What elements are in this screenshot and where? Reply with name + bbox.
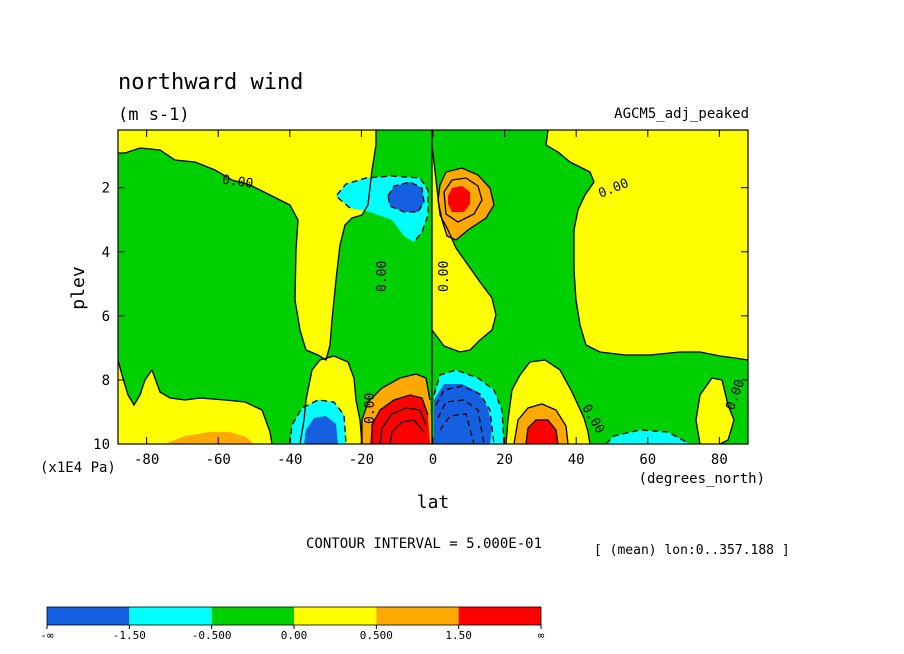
pos-contour-lower-sh-3 <box>379 407 427 444</box>
region-red-lower-sh <box>370 395 430 444</box>
neg-contour-upper-inner <box>387 181 425 213</box>
colorbar-label: -0.500 <box>192 629 232 642</box>
region-yellow-sh-lower <box>118 360 272 444</box>
y-tick-label: 2 <box>102 181 110 197</box>
region-yellow-nh-upper <box>546 130 748 360</box>
zero-contour-center <box>431 144 497 353</box>
pos-contour-upper-inner <box>443 177 483 223</box>
colorbar-swatch <box>211 607 294 625</box>
x-axis-label: lat <box>417 492 450 513</box>
colorbar: -∞ -1.50 -0.500 0.00 0.500 1.50 ∞ <box>40 606 545 642</box>
x-tick-label: -40 <box>277 452 302 468</box>
y-units-label: (x1E4 Pa) <box>40 460 116 476</box>
region-yellow-nh-far-lower <box>696 378 734 444</box>
zero-contour-nh-lower <box>505 359 591 444</box>
colorbar-swatch <box>129 607 212 625</box>
colorbar-label: ∞ <box>538 629 545 642</box>
colorbar-swatch <box>376 607 459 625</box>
contour-label: 0.00 <box>363 393 378 424</box>
neg-contour-lower-nh-2 <box>435 385 495 444</box>
neg-contour-lower-nh <box>433 369 505 444</box>
zero-contour-nh <box>545 130 748 361</box>
mean-label: [ (mean) lon:0..357.188 ] <box>594 543 790 558</box>
region-yellow-sh-upper <box>118 130 376 360</box>
region-blue-upper-sh <box>388 182 424 212</box>
x-tick-label: 40 <box>568 452 585 468</box>
region-yellow-center <box>432 145 496 352</box>
chart-title: northward wind <box>118 70 303 95</box>
pos-contour-lower-sh-4 <box>389 419 425 444</box>
colorbar-label: 1.50 <box>445 629 472 642</box>
x-axis: -80 -60 -40 -20 0 20 40 60 80 <box>134 130 728 468</box>
neg-contour-far-nh <box>605 429 691 444</box>
pos-contour-lower-sh <box>361 373 431 444</box>
colorbar-swatch <box>294 607 377 625</box>
contour-interval-label: CONTOUR INTERVAL = 5.000E-01 <box>306 536 542 552</box>
colorbar-label: -∞ <box>40 629 54 642</box>
colorbar-label: -1.50 <box>113 629 146 642</box>
zero-contour-far-nh <box>695 377 735 444</box>
colorbar-label: 0.500 <box>360 629 393 642</box>
x-tick-label: -60 <box>206 452 231 468</box>
neg-contour-upper <box>335 175 429 243</box>
x-tick-label: 60 <box>639 452 656 468</box>
region-blue-lower-sh <box>304 416 338 444</box>
y-tick-label: 10 <box>93 437 110 453</box>
neg-contour-lower-nh-4 <box>439 413 475 444</box>
contour-field: 0.00 0.00 0.00 0.00 0.00 0.00 0.00 <box>118 130 748 444</box>
colorbar-swatch <box>458 607 541 625</box>
y-tick-label: 6 <box>102 309 110 325</box>
pos-contour-upper <box>437 167 495 241</box>
region-red-upper-nh <box>448 186 470 212</box>
y-axis: 2 4 6 8 10 <box>93 181 748 453</box>
contour-label: 0.00 <box>437 261 452 292</box>
x-tick-label: 0 <box>429 452 437 468</box>
region-red-lower-nh <box>526 420 558 444</box>
pos-contour-lower-nh <box>513 403 569 444</box>
y-axis-label: plev <box>68 266 89 309</box>
zero-contour-sh <box>118 130 377 362</box>
y-tick-label: 8 <box>102 373 110 389</box>
x-tick-label: -80 <box>134 452 159 468</box>
region-orange-sh-far-lower <box>165 432 254 444</box>
dataset-label: AGCM5_adj_peaked <box>614 106 749 122</box>
x-units-label: (degrees_north) <box>639 471 765 487</box>
x-tick-label: -20 <box>349 452 374 468</box>
contour-lines <box>118 130 748 444</box>
y-tick-label: 4 <box>102 245 110 261</box>
zero-contour-sh-lower <box>118 359 273 444</box>
x-tick-label: 20 <box>496 452 513 468</box>
contour-label: 0.00 <box>221 173 254 192</box>
colorbar-label: 0.00 <box>281 629 308 642</box>
chart-units: (m s-1) <box>118 105 190 125</box>
pos-contour-lower-nh-2 <box>525 419 559 444</box>
colorbar-swatch <box>47 607 130 625</box>
contour-label: 0.00 <box>375 261 390 292</box>
x-tick-label: 80 <box>711 452 728 468</box>
pos-contour-lower-sh-2 <box>371 394 429 444</box>
neg-contour-lower-nh-3 <box>437 399 485 444</box>
